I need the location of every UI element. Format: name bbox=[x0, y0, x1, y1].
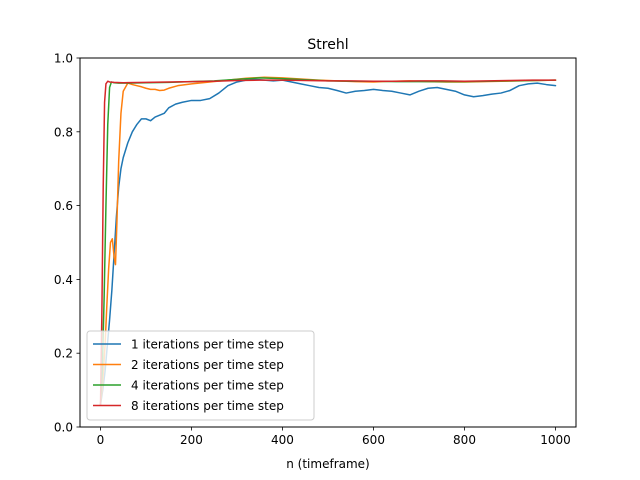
legend-box bbox=[86, 330, 315, 421]
chart-title: Strehl bbox=[307, 37, 348, 53]
y-tick-label: 0.8 bbox=[54, 125, 73, 139]
y-tick-label: 0.0 bbox=[54, 421, 73, 435]
ticks-layer: 0 200 400 600 800 1000 0.0 0.2 0.4 0.6 0.8 1.0 bbox=[54, 52, 571, 448]
x-axis-label: n (timeframe) bbox=[286, 457, 369, 471]
x-tick-label: 200 bbox=[180, 433, 203, 447]
legend-label-3: 4 iterations per time step bbox=[131, 379, 284, 393]
y-tick-label: 0.4 bbox=[54, 273, 73, 287]
plot-frame bbox=[79, 57, 577, 428]
legend-label-1: 1 iterations per time step bbox=[131, 338, 284, 352]
x-tick-label: 400 bbox=[271, 433, 294, 447]
legend: 1 iterations per time step 2 iterations p… bbox=[86, 330, 315, 421]
legend-label-4: 8 iterations per time step bbox=[131, 399, 284, 413]
x-tick-label: 0 bbox=[97, 433, 105, 447]
legend-entries: 1 iterations per time step 2 iterations p… bbox=[93, 338, 284, 413]
x-tick-label: 600 bbox=[362, 433, 385, 447]
y-tick-label: 1.0 bbox=[54, 52, 73, 66]
series-layer bbox=[99, 76, 557, 406]
y-tick-label: 0.2 bbox=[54, 347, 73, 361]
x-tick-label: 1000 bbox=[540, 433, 571, 447]
legend-label-2: 2 iterations per time step bbox=[131, 358, 284, 372]
series-line-4 bbox=[99, 79, 557, 406]
y-tick-label: 0.6 bbox=[54, 199, 73, 213]
x-tick-label: 800 bbox=[453, 433, 476, 447]
